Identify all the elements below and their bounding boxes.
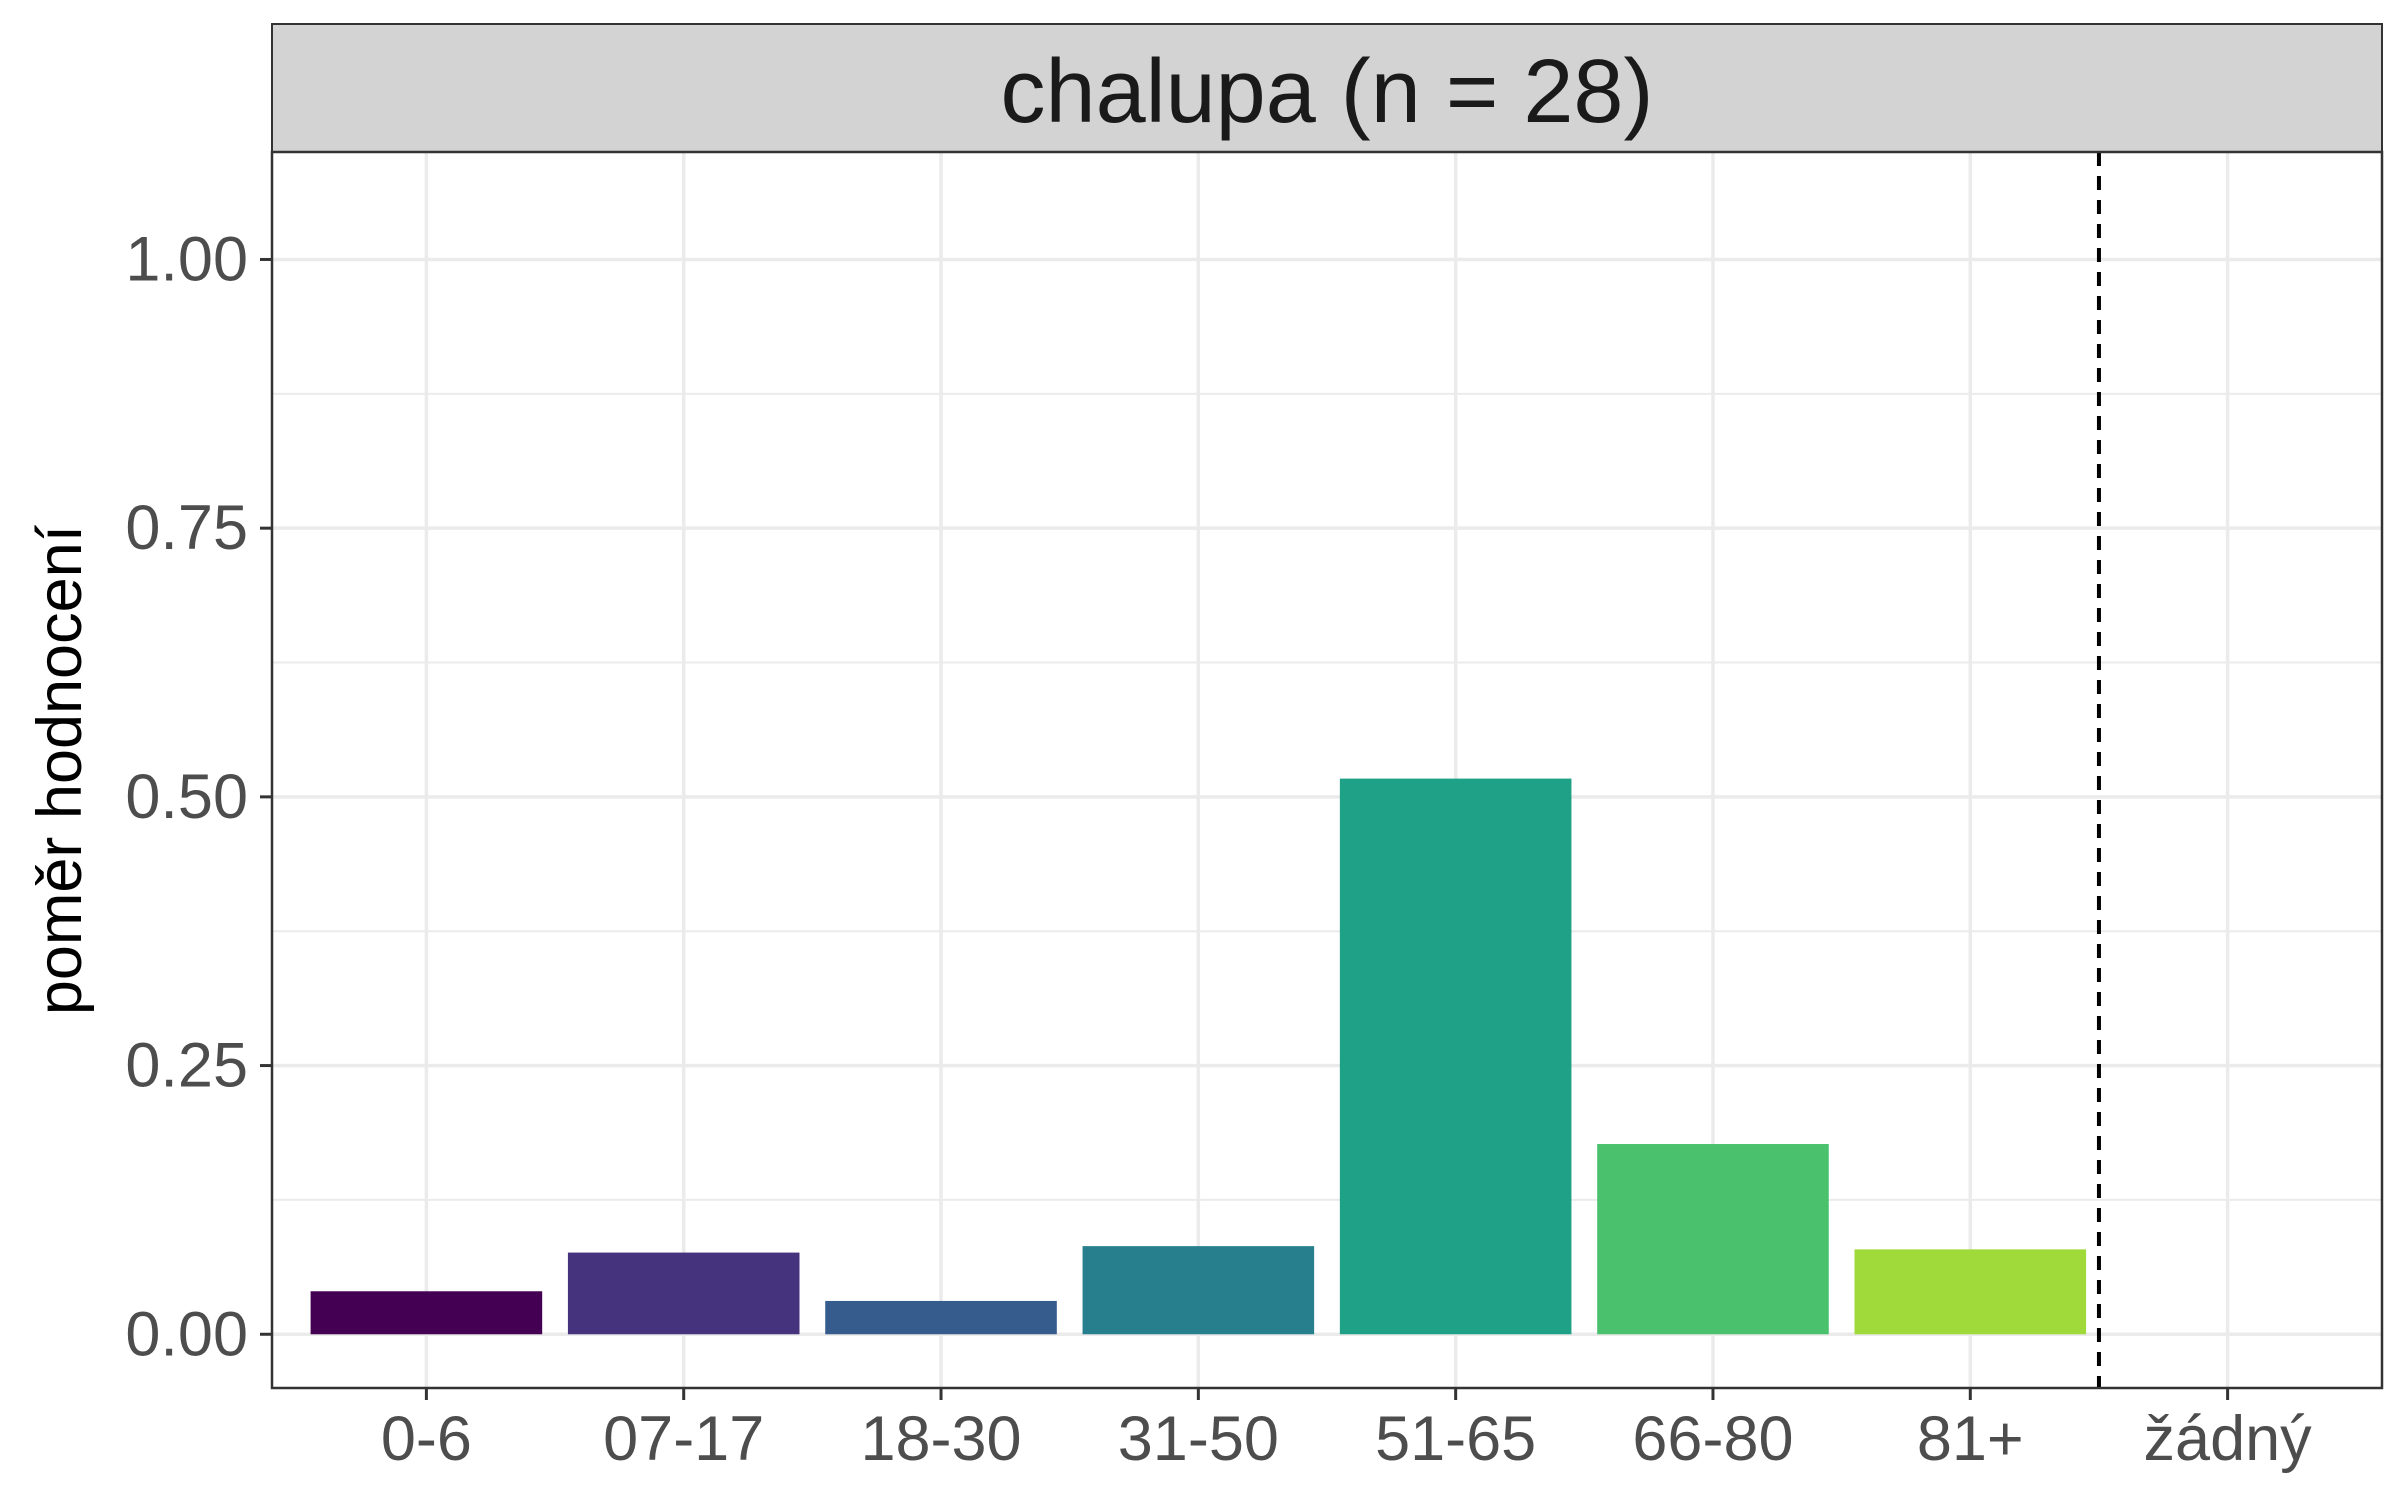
y-tick-label: 1.00 xyxy=(125,224,248,294)
x-tick-label: 0-6 xyxy=(381,1404,472,1474)
x-tick-label: 18-30 xyxy=(860,1404,1021,1474)
y-tick-label: 0.00 xyxy=(125,1299,248,1369)
y-axis-title: poměr hodnocení xyxy=(25,524,95,1015)
x-tick-label: 66-80 xyxy=(1632,1404,1793,1474)
x-tick-label: 07-17 xyxy=(603,1404,764,1474)
facet-strip-background xyxy=(271,23,2383,153)
bar-66-80 xyxy=(1597,1144,1829,1335)
major-gridlines xyxy=(272,152,2382,1388)
bar-31-50 xyxy=(1082,1246,1315,1335)
bar-0-6 xyxy=(310,1291,543,1335)
y-tick-label: 0.75 xyxy=(125,493,248,563)
x-tick-label: 81+ xyxy=(1917,1404,2024,1474)
minor-gridlines xyxy=(272,392,2382,1201)
y-tick-label: 0.50 xyxy=(125,762,248,832)
panel-border xyxy=(270,150,2384,1390)
x-axis: 0-6 07-17 18-30 31-50 51-65 66-80 81+ žádný xyxy=(381,1388,2312,1474)
bar-07-17 xyxy=(567,1252,800,1335)
bar-51-65 xyxy=(1339,778,1572,1335)
y-tick-label: 0.25 xyxy=(125,1031,248,1101)
facet-strip: chalupa (n = 28) xyxy=(271,23,2383,153)
bars xyxy=(310,778,2087,1335)
x-tick-label: žádný xyxy=(2144,1404,2313,1474)
y-axis: 0.00 0.25 0.50 0.75 1.00 xyxy=(125,224,272,1369)
bar-18-30 xyxy=(825,1300,1057,1335)
x-tick-label: 51-65 xyxy=(1375,1404,1536,1474)
facet-strip-title: chalupa (n = 28) xyxy=(1001,42,1654,142)
bar-81+ xyxy=(1854,1249,2087,1335)
x-tick-label: 31-50 xyxy=(1118,1404,1279,1474)
